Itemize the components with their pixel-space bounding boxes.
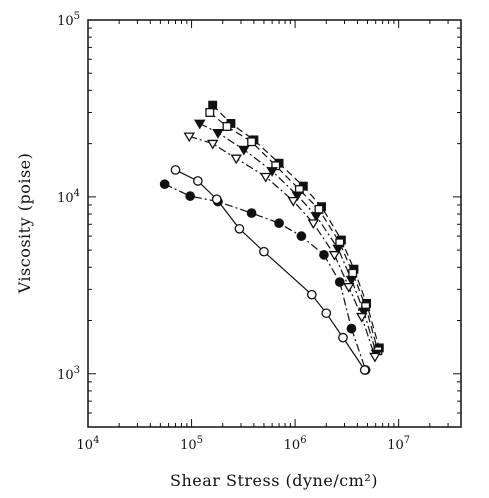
data-point-triangle-down-filled	[357, 307, 370, 318]
y-tick-label: 104	[57, 188, 80, 206]
data-point-triangle-down-open	[355, 312, 368, 323]
data-point-square-filled	[208, 100, 218, 110]
data-point-triangle-down-open	[287, 196, 300, 207]
data-point-triangle-down-open	[343, 282, 355, 293]
data-point-triangle-down-open	[369, 352, 381, 363]
data-point-circle-open	[259, 246, 269, 257]
y-tick-label-base: 10	[57, 14, 74, 29]
data-point-triangle-down-filled	[345, 275, 358, 286]
series-line	[212, 104, 380, 349]
data-point-triangle-down-open	[183, 132, 195, 143]
data-point-triangle-down-open	[259, 172, 272, 183]
x-tick-label-base: 10	[284, 438, 301, 453]
x-tick-label: 106	[284, 435, 307, 453]
data-point-triangle-down-open	[328, 251, 341, 261]
axis-ticks	[87, 19, 462, 428]
series-line	[164, 183, 367, 371]
data-point-circle-filled	[319, 250, 329, 260]
series-line	[209, 112, 379, 351]
x-tick-label-base: 10	[77, 438, 94, 453]
data-point-triangle-down-open	[307, 219, 320, 230]
data-point-triangle-down-filled	[194, 119, 206, 130]
x-axis-title: Shear Stress (dyne/cm²)	[170, 471, 378, 490]
x-tick-label: 105	[180, 435, 203, 453]
data-point-square-open	[222, 122, 232, 131]
data-point-triangle-down-open	[230, 154, 242, 165]
data-point-circle-open	[321, 308, 332, 319]
data-point-square-open	[205, 108, 215, 117]
data-point-circle-open	[211, 194, 222, 205]
y-axis-title: Viscosity (poise)	[15, 153, 34, 295]
data-point-triangle-down-filled	[212, 129, 224, 139]
series-layer	[159, 100, 384, 375]
data-point-circle-filled	[274, 218, 284, 229]
data-point-square-open	[314, 204, 324, 214]
data-point-triangle-down-filled	[332, 244, 344, 255]
series-2	[205, 108, 383, 356]
series-line	[175, 169, 366, 371]
x-tick-label-base: 10	[387, 438, 404, 453]
x-tick-label-exponent: 4	[93, 435, 99, 446]
data-point-circle-filled	[334, 277, 345, 287]
data-point-triangle-down-filled	[291, 191, 304, 202]
series-3	[194, 119, 383, 360]
y-tick-label-base: 10	[57, 191, 74, 206]
y-tick-label-exponent: 4	[74, 188, 80, 199]
data-point-circle-open	[170, 165, 181, 175]
x-tick-label-exponent: 6	[300, 435, 306, 446]
series-4	[183, 132, 381, 363]
data-point-circle-filled	[185, 191, 196, 201]
data-point-circle-filled	[246, 208, 257, 218]
data-point-circle-open	[306, 289, 317, 300]
y-tick-label-exponent: 5	[74, 11, 80, 22]
data-point-square-open	[247, 137, 257, 147]
y-tick-label: 105	[57, 11, 80, 29]
x-tick-label: 104	[77, 435, 100, 453]
y-tick-label-base: 10	[57, 368, 74, 383]
y-tick-label-exponent: 3	[74, 365, 80, 376]
data-point-triangle-down-open	[206, 139, 219, 150]
series-line	[189, 135, 376, 357]
x-tick-label-exponent: 7	[404, 435, 410, 446]
plot-frame	[87, 19, 462, 428]
x-tick-label: 107	[387, 435, 410, 453]
data-point-triangle-down-filled	[238, 145, 250, 156]
series-line	[199, 122, 378, 354]
data-point-triangle-down-filled	[310, 212, 322, 222]
series-5	[159, 179, 371, 375]
data-point-triangle-down-filled	[266, 167, 278, 177]
data-point-circle-open	[192, 176, 203, 186]
y-tick-label: 103	[57, 365, 80, 383]
x-tick-label-exponent: 5	[197, 435, 203, 446]
x-tick-label-base: 10	[180, 438, 197, 453]
data-point-circle-open	[338, 332, 348, 343]
data-point-circle-filled	[346, 323, 357, 334]
series-6	[170, 165, 370, 375]
data-point-circle-open	[359, 365, 370, 375]
data-point-circle-open	[234, 223, 245, 234]
data-point-circle-filled	[159, 179, 170, 190]
data-point-circle-filled	[296, 231, 307, 241]
